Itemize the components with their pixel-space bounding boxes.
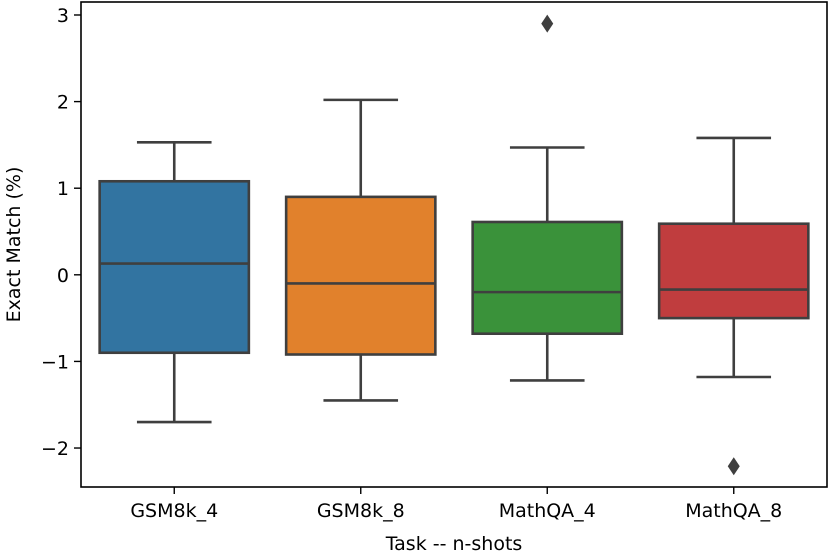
x-tick-label: MathQA_8 xyxy=(685,500,782,522)
box-MathQA_8 xyxy=(657,136,810,476)
x-tick-label: GSM8k_8 xyxy=(317,500,405,522)
outlier-point xyxy=(727,457,740,476)
x-tick-label: MathQA_4 xyxy=(499,500,596,522)
boxes-layer xyxy=(98,14,810,476)
x-tick-label: GSM8k_4 xyxy=(130,500,218,522)
y-tick-label: 2 xyxy=(57,92,69,114)
box-GSM8k_4 xyxy=(98,141,251,424)
y-tick-label: 3 xyxy=(57,5,69,27)
y-tick-label: −1 xyxy=(41,351,69,373)
box-iqr xyxy=(284,195,437,356)
box-iqr xyxy=(657,222,810,320)
box-iqr xyxy=(471,220,624,336)
box-MathQA_4 xyxy=(471,14,624,382)
x-axis: GSM8k_4 GSM8k_8 MathQA_4 MathQA_8 xyxy=(130,487,782,522)
x-axis-label: Task -- n-shots xyxy=(385,533,523,553)
y-tick-label: −2 xyxy=(41,438,69,460)
y-tick-label: 0 xyxy=(57,265,69,287)
plot-frame xyxy=(80,1,828,488)
y-tick-label: 1 xyxy=(57,178,69,200)
outlier-point xyxy=(541,14,554,33)
y-axis: 3 2 1 0 −1 −2 xyxy=(41,5,81,460)
box-iqr xyxy=(98,179,251,355)
box-GSM8k_8 xyxy=(284,98,437,402)
y-axis-label: Exact Match (%) xyxy=(3,167,25,323)
